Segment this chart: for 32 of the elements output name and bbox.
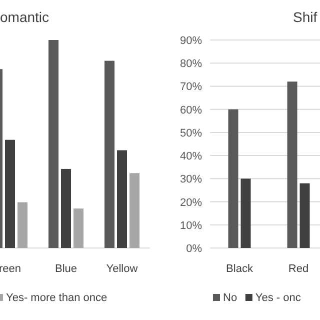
legend-label: Yes - onc [255, 292, 302, 304]
bar [18, 202, 28, 248]
y-tick-label: 80% [180, 58, 202, 70]
x-tick-label: Yellow [106, 263, 138, 275]
y-tick-label: 70% [180, 81, 202, 94]
x-tick-label: reen [0, 263, 22, 275]
bar [240, 178, 251, 248]
x-tick-label: Black [226, 263, 254, 275]
bar [74, 208, 84, 248]
bar [48, 40, 58, 248]
bar [300, 183, 310, 248]
bar [117, 150, 127, 248]
y-tick-label: 0% [186, 243, 202, 255]
legend-label: Yes- more than once [6, 292, 108, 304]
y-tick-label: 30% [180, 174, 202, 186]
x-tick-label: Red [288, 263, 309, 275]
bar [5, 140, 15, 248]
y-tick-label: 20% [180, 196, 202, 209]
bar [130, 173, 140, 248]
chart-title: Shif [293, 9, 318, 25]
bar [104, 60, 114, 248]
bar [61, 168, 71, 248]
y-tick-label: 40% [180, 150, 202, 163]
chart-title: omantic [0, 9, 50, 25]
x-tick-label: Blue [54, 263, 78, 275]
y-tick-label: 50% [180, 127, 202, 140]
legend-label: No [223, 292, 238, 304]
y-tick-label: 90% [180, 35, 202, 47]
y-tick-label: 60% [180, 104, 202, 116]
bar [287, 82, 298, 248]
bar [228, 109, 238, 248]
y-tick-label: 10% [180, 220, 202, 232]
